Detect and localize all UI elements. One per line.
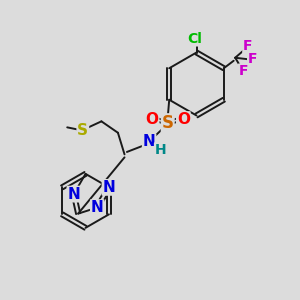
Text: O: O bbox=[177, 112, 190, 127]
Text: F: F bbox=[248, 52, 257, 66]
Text: S: S bbox=[162, 114, 174, 132]
Text: N: N bbox=[143, 134, 155, 149]
Text: S: S bbox=[77, 123, 88, 138]
Text: F: F bbox=[243, 39, 253, 53]
Text: N: N bbox=[91, 200, 103, 215]
Text: O: O bbox=[146, 112, 159, 127]
Text: Cl: Cl bbox=[188, 32, 202, 46]
Text: F: F bbox=[239, 64, 248, 78]
Text: N: N bbox=[68, 187, 80, 202]
Text: N: N bbox=[103, 180, 115, 195]
Text: H: H bbox=[155, 143, 166, 157]
